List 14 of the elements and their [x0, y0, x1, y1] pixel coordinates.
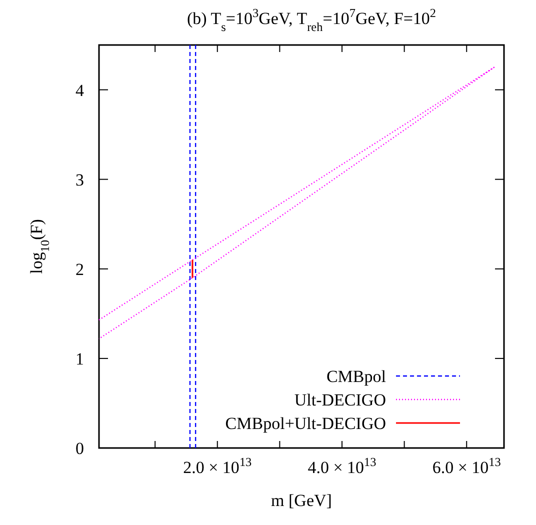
y-tick-label: 3 [76, 170, 84, 190]
y-tick-label: 4 [76, 80, 84, 100]
legend-label: Ult-DECIGO [294, 390, 386, 410]
x-tick-label: 4.0 × 10$^{13}$ [308, 455, 376, 477]
y-tick-label: 0 [76, 439, 84, 458]
y-tick-label: 1 [76, 349, 84, 368]
x-tick-label: 2.0 × 10$^{13}$ [183, 455, 252, 477]
y-tick-label: 2 [76, 260, 84, 279]
legend-label: CMBpol [326, 367, 386, 386]
legend-label: CMBpol+Ult-DECIGO [225, 414, 386, 433]
chart-title: (b) T$_{s}$=10$^{3}$GeV, T$_{reh}$=10$^{7}$GeV, F=10$^{2}$ [186, 6, 436, 34]
x-axis-title: m [GeV] [271, 491, 332, 510]
line-series [98, 66, 495, 340]
x-tick-label: 6.0 × 10$^{13}$ [432, 455, 501, 477]
